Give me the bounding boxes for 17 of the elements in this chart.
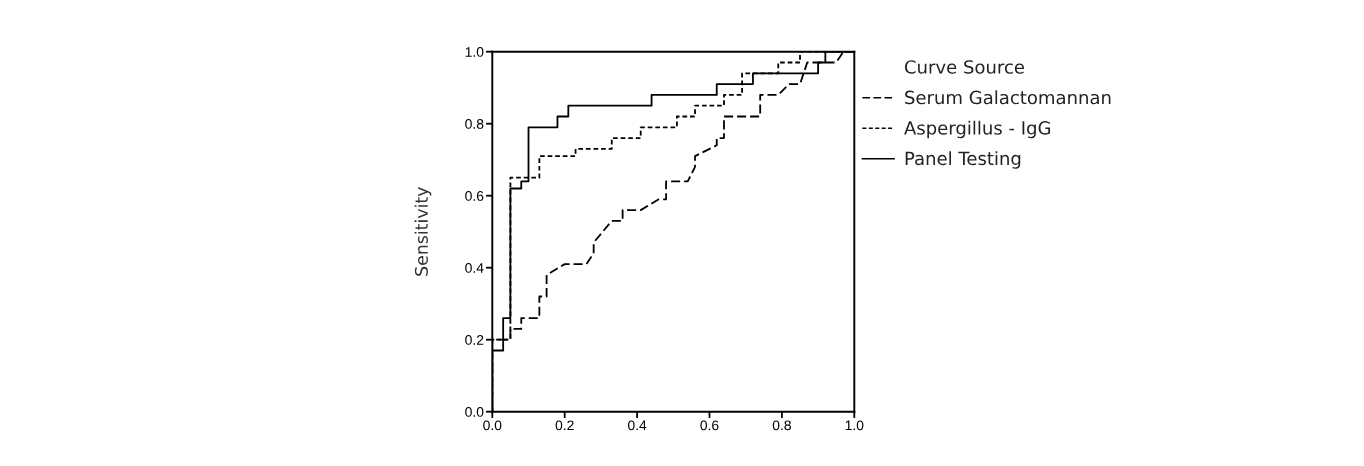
legend-label: Panel Testing <box>905 151 1021 169</box>
x-tick-label: 0.4 <box>627 420 647 431</box>
y-tick-label: 0.6 <box>465 191 484 201</box>
x-tick-label: 0.0 <box>483 420 502 431</box>
y-tick-label: 1.0 <box>465 47 484 57</box>
legend-label: Aspergillus - IgG <box>904 120 1051 139</box>
y-tick-label: 0.2 <box>465 335 484 345</box>
x-tick-label: 0.2 <box>555 420 574 431</box>
y-axis-title: Sensitivity <box>414 187 432 276</box>
legend-label: Serum Galactomannan <box>905 90 1111 105</box>
x-tick-label: 0.6 <box>700 420 719 431</box>
y-tick-label: 0.4 <box>465 263 484 273</box>
y-tick-label: 0.8 <box>465 119 484 129</box>
y-tick-label: 0.0 <box>465 407 484 417</box>
x-tick-label: 0.8 <box>772 420 791 431</box>
x-tick-label: 1.0 <box>845 420 864 431</box>
legend-title: Curve Source <box>904 60 1024 74</box>
